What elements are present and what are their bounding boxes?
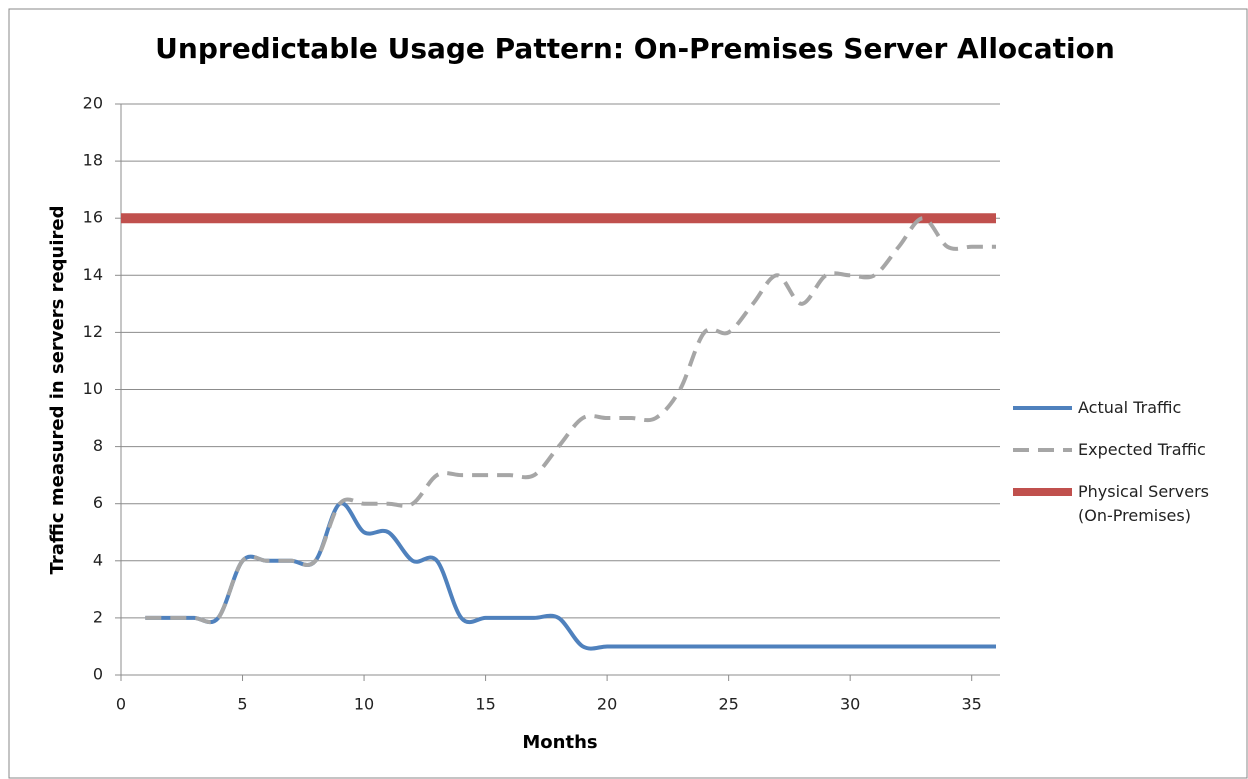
- legend-label: Actual Traffic: [1078, 398, 1182, 417]
- y-tick-label: 6: [93, 493, 103, 512]
- y-tick-label: 16: [83, 208, 103, 227]
- x-tick-label: 25: [718, 695, 738, 714]
- chart-title: Unpredictable Usage Pattern: On-Premises…: [155, 32, 1115, 65]
- x-axis-label: Months: [522, 732, 597, 753]
- x-tick-label: 5: [237, 695, 247, 714]
- y-tick-label: 0: [93, 665, 103, 684]
- x-tick-label: 35: [962, 695, 982, 714]
- y-axis-label: Traffic measured in servers required: [47, 206, 68, 575]
- y-tick-label: 20: [83, 94, 103, 113]
- series-line: [145, 216, 996, 625]
- y-tick-label: 18: [83, 151, 103, 170]
- x-tick-label: 20: [597, 695, 617, 714]
- y-tick-label: 8: [93, 436, 103, 455]
- chart-border: [8, 8, 1248, 779]
- x-tick-label: 15: [475, 695, 495, 714]
- y-tick-label: 10: [83, 379, 103, 398]
- legend-label: Physical Servers (On-Premises): [1078, 482, 1209, 525]
- x-tick-label: 10: [354, 695, 374, 714]
- legend-label: Expected Traffic: [1078, 440, 1206, 459]
- y-tick-label: 4: [93, 550, 103, 569]
- x-tick-label: 0: [116, 695, 126, 714]
- y-tick-label: 14: [83, 265, 103, 284]
- y-tick-label: 12: [83, 322, 103, 341]
- x-tick-label: 30: [840, 695, 860, 714]
- y-tick-label: 2: [93, 607, 103, 626]
